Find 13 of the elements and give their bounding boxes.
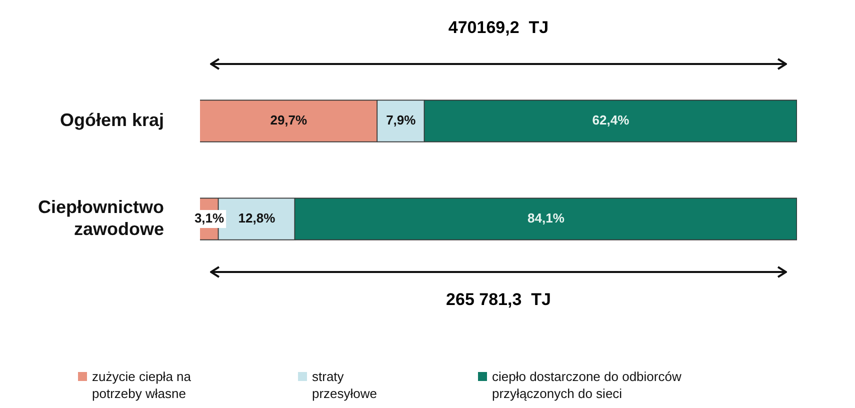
data-label: 7,9% — [386, 112, 416, 128]
legend-label: ciepło dostarczone do odbiorców przyłączonych do sieci — [492, 368, 682, 402]
text: 265 781,3 TJ — [446, 290, 551, 310]
data-label: 29,7% — [270, 112, 308, 128]
text: 470169,2 TJ — [448, 18, 549, 38]
legend-label: zużycie ciepła na potrzeby własne — [92, 368, 192, 402]
data-label: 12,8% — [238, 210, 276, 226]
y-tick-label: Ciepłownictwo zawodowe — [38, 197, 164, 239]
data-label: 3,1% — [194, 210, 225, 226]
legend-label: straty przesyłowe — [312, 368, 378, 402]
y-tick-label: Ogółem kraj — [60, 110, 164, 130]
data-label: 62,4% — [592, 112, 630, 128]
data-label: 84,1% — [528, 210, 565, 226]
